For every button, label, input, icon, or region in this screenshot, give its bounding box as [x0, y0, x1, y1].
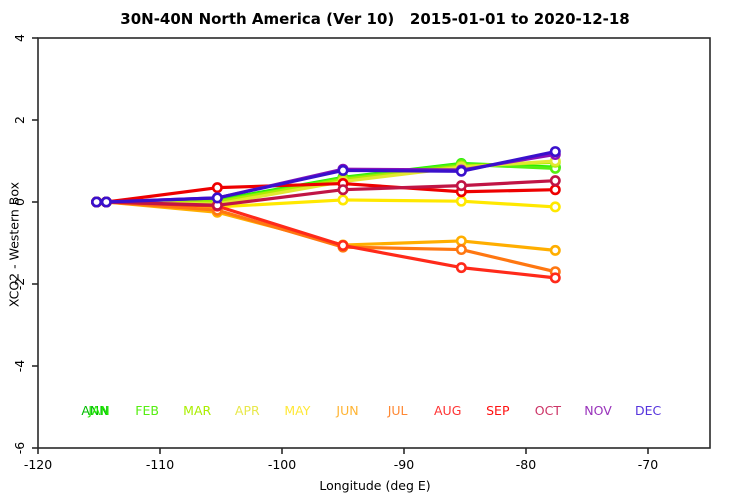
legend-label-oct: OCT — [535, 403, 562, 418]
plot-box — [37, 37, 711, 449]
legend-label-jul: JUL — [387, 403, 408, 418]
data-point-dec — [211, 192, 223, 204]
data-point-may — [549, 201, 561, 213]
x-tick-label: -90 — [394, 457, 414, 472]
x-tick-label: -120 — [24, 457, 52, 472]
x-tick-label: -80 — [516, 457, 536, 472]
series-line-jul — [94, 200, 557, 274]
data-point-aug — [549, 272, 561, 284]
legend-label-mar: MAR — [183, 403, 211, 418]
series-line-aug — [94, 200, 557, 280]
legend-label-feb: FEB — [135, 403, 159, 418]
legend-label-apr: APR — [235, 403, 260, 418]
x-tick-label: -110 — [146, 457, 174, 472]
legend-label-nov: NOV — [584, 403, 612, 418]
data-point-oct — [337, 184, 349, 196]
y-tick-label: 0 — [12, 198, 27, 206]
data-point-aug — [337, 239, 349, 251]
data-point-aug — [455, 262, 467, 274]
legend-label-dec: DEC — [635, 403, 662, 418]
legend-label-may: MAY — [284, 403, 310, 418]
y-tick-label: -4 — [12, 360, 27, 373]
y-tick-label: -2 — [12, 278, 27, 290]
data-point-dec — [100, 196, 112, 208]
y-axis-label: XCO2 - Western Box — [6, 181, 22, 308]
y-tick-label: 4 — [12, 34, 27, 42]
data-point-jun — [549, 244, 561, 256]
chart-title: 30N-40N North America (Ver 10) 2015-01-0… — [120, 10, 630, 28]
data-point-sep — [549, 184, 561, 196]
data-point-jul — [455, 244, 467, 256]
legend-label-jun: JUN — [335, 403, 358, 418]
x-axis-label: Longitude (deg E) — [319, 478, 431, 493]
data-point-dec — [337, 164, 349, 176]
legend-label-aug: AUG — [434, 403, 461, 418]
x-tick-label: -100 — [268, 457, 296, 472]
data-point-may — [455, 195, 467, 207]
legend-label-ann: ANN — [81, 403, 108, 418]
data-point-dec — [91, 196, 103, 208]
series-line-mar — [94, 160, 557, 204]
y-tick-label: -6 — [12, 442, 27, 455]
data-point-dec — [549, 146, 561, 158]
legend-label-jan: JAN — [87, 403, 109, 418]
legend-label-sep: SEP — [486, 403, 510, 418]
data-point-oct — [549, 175, 561, 187]
y-tick-label: 2 — [12, 116, 27, 124]
data-point-sep — [211, 182, 223, 194]
x-tick-label: -70 — [638, 457, 658, 472]
data-point-oct — [455, 180, 467, 192]
data-point-may — [337, 194, 349, 206]
data-point-dec — [455, 165, 467, 177]
data-point-jun — [455, 235, 467, 247]
